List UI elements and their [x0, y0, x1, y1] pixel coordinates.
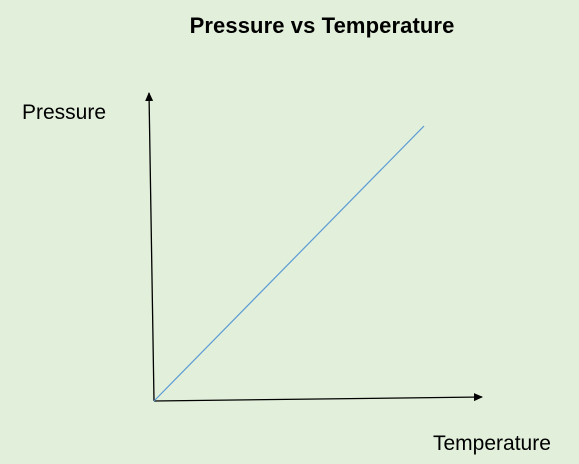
y-axis [145, 92, 155, 402]
series-layer [153, 125, 425, 402]
series-line-0 [153, 125, 425, 402]
x-axis-label: Temperature [433, 432, 551, 455]
x-axis [153, 393, 483, 402]
chart-title: Pressure vs Temperature [189, 13, 455, 38]
y-axis-label: Pressure [22, 101, 107, 124]
